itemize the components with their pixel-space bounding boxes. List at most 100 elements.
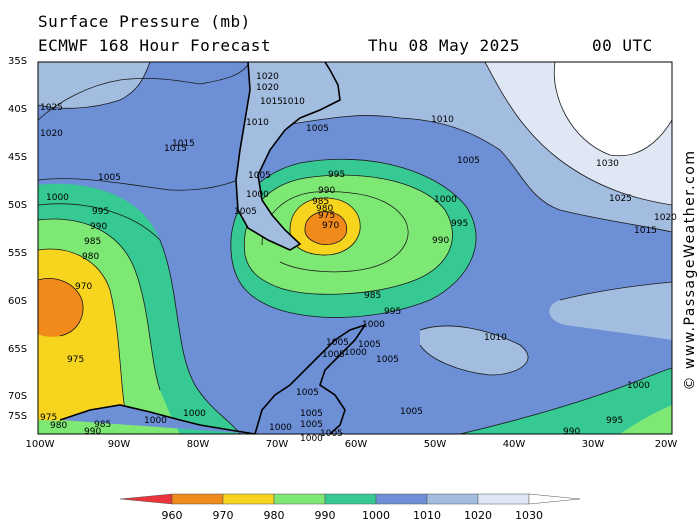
credit-watermark: © www.PassageWeather.com xyxy=(680,140,700,400)
isobar-label: 1030 xyxy=(596,159,619,169)
isobar-label: 1025 xyxy=(40,103,63,113)
lon-label: 90W xyxy=(107,439,131,450)
southeast-low-band xyxy=(460,368,672,434)
legend-tick: 1010 xyxy=(413,509,441,522)
isobar-label: 995 xyxy=(328,170,345,180)
lat-label: 35S xyxy=(8,56,28,67)
lon-label: 70W xyxy=(265,439,289,450)
south-america-coast xyxy=(235,61,341,251)
isobar-label: 1000 xyxy=(300,434,323,444)
isobar-label: 1000 xyxy=(434,195,457,205)
isobar-label: 1020 xyxy=(256,72,279,82)
isobar-label: 970 xyxy=(322,221,339,231)
legend-tick: 1030 xyxy=(515,509,543,522)
lat-label: 60S xyxy=(8,296,28,307)
isobar-label: 1010 xyxy=(282,97,305,107)
isobar-label: 1010 xyxy=(484,333,507,343)
isobar-label: 1005 xyxy=(322,350,345,360)
isobar-label: 1000 xyxy=(627,381,650,391)
isobar-label: 1005 xyxy=(296,388,319,398)
lat-label: 65S xyxy=(8,344,28,355)
isobar-label: 1005 xyxy=(306,124,329,134)
isobar-label: 1005 xyxy=(376,355,399,365)
isobar-label: 1000 xyxy=(46,193,69,203)
isobar-label: 1015 xyxy=(260,97,283,107)
isobar-label: 1005 xyxy=(98,173,121,183)
isobar-label: 990 xyxy=(90,222,107,232)
isobar-label: 980 xyxy=(50,421,67,431)
isobar-label: 1005 xyxy=(300,409,323,419)
legend-tick: 1000 xyxy=(362,509,390,522)
isobar-label: 985 xyxy=(364,291,381,301)
isobar-label: 1000 xyxy=(362,320,385,330)
isobar-label: 975 xyxy=(40,413,57,423)
isobar-label: 990 xyxy=(563,427,580,437)
isobar-label: 970 xyxy=(75,282,92,292)
isobar-label: 1005 xyxy=(400,407,423,417)
legend-tick: 1020 xyxy=(464,509,492,522)
isobar-label: 1015 xyxy=(172,139,195,149)
isobar-label: 990 xyxy=(318,186,335,196)
forecast-time: 00 UTC xyxy=(592,36,653,55)
map-title: Surface Pressure (mb) xyxy=(38,12,251,31)
forecast-date: Thu 08 May 2025 xyxy=(368,36,520,55)
isobar-label: 975 xyxy=(318,211,335,221)
isobar-label: 1000 xyxy=(344,348,367,358)
lat-label: 70S xyxy=(8,391,28,402)
lon-label: 30W xyxy=(581,439,605,450)
isobar-label: 980 xyxy=(316,204,333,214)
isobar-label: 995 xyxy=(384,307,401,317)
isobar-label: 1015 xyxy=(164,144,187,154)
isobar-label: 985 xyxy=(312,197,329,207)
plot-frame xyxy=(37,61,673,435)
lon-label: 60W xyxy=(344,439,368,450)
lon-label: 50W xyxy=(423,439,447,450)
isobar-label: 1020 xyxy=(654,213,677,223)
isobar-label-group: 1025 1020 1015 1015 1005 1000 995 990 98… xyxy=(40,72,677,444)
isobar-label: 995 xyxy=(92,207,109,217)
isobar-label: 1000 xyxy=(269,423,292,433)
lon-label: 20W xyxy=(654,439,678,450)
lat-label: 45S xyxy=(8,152,28,163)
coastlines xyxy=(59,61,367,435)
isobar-label: 1010 xyxy=(246,118,269,128)
isobar-label: 985 xyxy=(84,237,101,247)
isobar-label: 995 xyxy=(606,416,623,426)
isobar-label: 990 xyxy=(84,427,101,437)
forecast-model: ECMWF 168 Hour Forecast xyxy=(38,36,272,55)
isobar-label: 1020 xyxy=(40,129,63,139)
antarctic-peninsula-coast xyxy=(254,323,367,435)
lon-label: 80W xyxy=(186,439,210,450)
isobar-label: 1005 xyxy=(320,429,343,439)
lon-label: 40W xyxy=(502,439,526,450)
isobar-label: 980 xyxy=(82,252,99,262)
isobar-label: 1000 xyxy=(144,416,167,426)
credit-text: © www.PassageWeather.com xyxy=(682,149,698,391)
isobar-label: 1005 xyxy=(358,340,381,350)
lon-label: 100W xyxy=(25,439,55,450)
isobar-label: 1015 xyxy=(634,226,657,236)
pressure-field xyxy=(38,62,672,434)
lat-label: 55S xyxy=(8,248,28,259)
isobar-label: 1005 xyxy=(326,338,349,348)
isobar-label: 1005 xyxy=(248,171,271,181)
isobar-label: 1005 xyxy=(300,420,323,430)
isobar-label: 990 xyxy=(432,236,449,246)
lat-label: 75S xyxy=(8,411,28,422)
isobar-label: 1010 xyxy=(431,115,454,125)
isobar-lines xyxy=(38,62,672,434)
legend-tick: 960 xyxy=(161,509,183,522)
isobar-label: 985 xyxy=(94,420,111,430)
isobar-label: 995 xyxy=(451,219,468,229)
isobar-label: 975 xyxy=(67,355,84,365)
legend-tick: 980 xyxy=(263,509,285,522)
lat-label: 40S xyxy=(8,104,28,115)
lat-label: 50S xyxy=(8,200,28,211)
legend-tick: 970 xyxy=(212,509,234,522)
isobar-label: 1005 xyxy=(234,207,257,217)
isobar-label: 1020 xyxy=(256,83,279,93)
isobar-label: 1000 xyxy=(183,409,206,419)
isobar-label: 1000 xyxy=(246,190,269,200)
legend-tick: 990 xyxy=(314,509,336,522)
